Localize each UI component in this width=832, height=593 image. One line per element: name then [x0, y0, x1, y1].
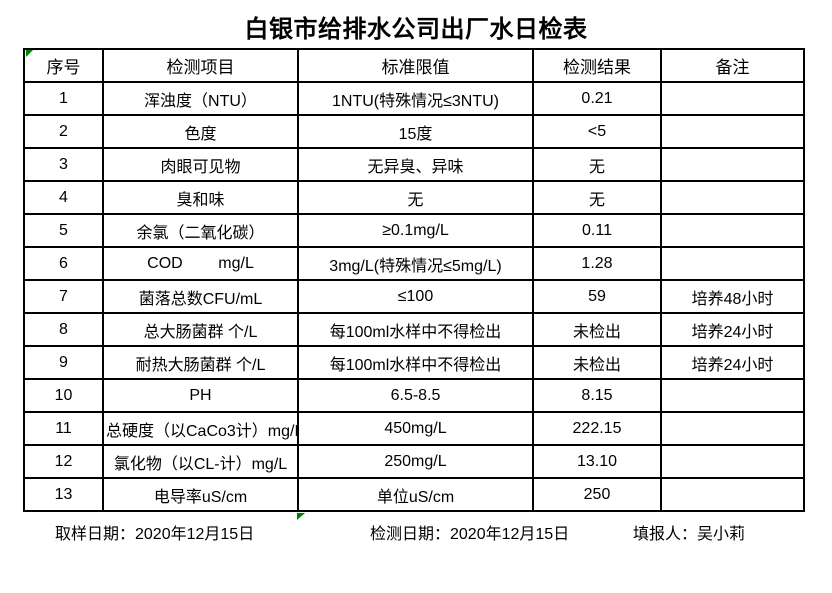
cell-test-result: 222.15: [532, 411, 662, 446]
cell-standard-limit: 无异臭、异味: [297, 147, 534, 182]
title-row: 白银市给排水公司出厂水日检表: [0, 9, 832, 44]
cell-test-result: 8.15: [532, 378, 662, 413]
cell-seq-no: 8: [23, 312, 104, 347]
table-header-row: 序号 检测项目 标准限值 检测结果 备注: [23, 48, 805, 83]
cell-test-result: 未检出: [532, 345, 662, 380]
cell-standard-limit: ≤100: [297, 279, 534, 314]
cell-remarks: [660, 147, 805, 182]
cell-test-result: <5: [532, 114, 662, 149]
sampling-date: 取样日期：2020年12月15日: [55, 526, 255, 543]
cell-remarks: [660, 378, 805, 413]
inspection-table: 序号 检测项目 标准限值 检测结果 备注 1 浑浊度（NTU） 1NTU(特殊情…: [23, 48, 805, 512]
cell-test-item: 肉眼可见物: [102, 147, 299, 182]
cell-remarks: [660, 81, 805, 116]
cell-test-item: COD mg/L: [102, 246, 299, 281]
table-row: 11 总硬度（以CaCo3计）mg/L 450mg/L 222.15: [23, 411, 805, 446]
cell-remarks: [660, 114, 805, 149]
cell-standard-limit: 无: [297, 180, 534, 215]
cell-test-result: 未检出: [532, 312, 662, 347]
cell-remarks: 培养24小时: [660, 312, 805, 347]
cell-remarks: 培养48小时: [660, 279, 805, 314]
table-row: 3 肉眼可见物 无异臭、异味 无: [23, 147, 805, 182]
table-row: 10 PH 6.5-8.5 8.15: [23, 378, 805, 413]
cell-test-item: 总硬度（以CaCo3计）mg/L: [102, 411, 299, 446]
cell-seq-no: 1: [23, 81, 104, 116]
cell-seq-no: 2: [23, 114, 104, 149]
header-remarks: 备注: [660, 48, 805, 83]
table-row: 8 总大肠菌群 个/L 每100ml水样中不得检出 未检出 培养24小时: [23, 312, 805, 347]
cell-standard-limit: 单位uS/cm: [297, 477, 534, 512]
cell-test-item: 浑浊度（NTU）: [102, 81, 299, 116]
cell-test-item: 色度: [102, 114, 299, 149]
table-row: 2 色度 15度 <5: [23, 114, 805, 149]
cell-test-item: 余氯（二氧化碳）: [102, 213, 299, 248]
table-row: 9 耐热大肠菌群 个/L 每100ml水样中不得检出 未检出 培养24小时: [23, 345, 805, 380]
cell-test-result: 无: [532, 180, 662, 215]
cell-test-item: 臭和味: [102, 180, 299, 215]
reporter-name: 填报人：吴小莉: [633, 526, 746, 543]
table-row: 5 余氯（二氧化碳） ≥0.1mg/L 0.11: [23, 213, 805, 248]
cell-seq-no: 11: [23, 411, 104, 446]
table-row: 1 浑浊度（NTU） 1NTU(特殊情况≤3NTU) 0.21: [23, 81, 805, 116]
cell-remarks: [660, 411, 805, 446]
table-row: 13 电导率uS/cm 单位uS/cm 250: [23, 477, 805, 512]
cell-standard-limit: 每100ml水样中不得检出: [297, 345, 534, 380]
cell-test-result: 59: [532, 279, 662, 314]
table-row: 4 臭和味 无 无: [23, 180, 805, 215]
cell-test-item: 氯化物（以CL-计）mg/L: [102, 444, 299, 479]
cell-error-marker-icon: [297, 513, 305, 520]
header-test-result: 检测结果: [532, 48, 662, 83]
cell-seq-no: 12: [23, 444, 104, 479]
cell-standard-limit: 3mg/L(特殊情况≤5mg/L): [297, 246, 534, 281]
testing-date: 检测日期：2020年12月15日: [370, 526, 570, 543]
cell-remarks: [660, 444, 805, 479]
cell-standard-limit: 1NTU(特殊情况≤3NTU): [297, 81, 534, 116]
cell-seq-no: 5: [23, 213, 104, 248]
cell-standard-limit: 6.5-8.5: [297, 378, 534, 413]
cell-test-result: 无: [532, 147, 662, 182]
cell-seq-no: 13: [23, 477, 104, 512]
cell-test-item: 耐热大肠菌群 个/L: [102, 345, 299, 380]
header-seq-no: 序号: [23, 48, 104, 83]
cell-standard-limit: 250mg/L: [297, 444, 534, 479]
cell-test-item: PH: [102, 378, 299, 413]
table-row: 7 菌落总数CFU/mL ≤100 59 培养48小时: [23, 279, 805, 314]
cell-standard-limit: ≥0.1mg/L: [297, 213, 534, 248]
cell-seq-no: 9: [23, 345, 104, 380]
cell-remarks: [660, 213, 805, 248]
cell-remarks: [660, 246, 805, 281]
cell-standard-limit: 15度: [297, 114, 534, 149]
page-title: 白银市给排水公司出厂水日检表: [244, 16, 588, 43]
cell-test-item: 总大肠菌群 个/L: [102, 312, 299, 347]
cell-seq-no: 4: [23, 180, 104, 215]
cell-test-result: 1.28: [532, 246, 662, 281]
cell-seq-no: 7: [23, 279, 104, 314]
cell-test-item: 电导率uS/cm: [102, 477, 299, 512]
cell-seq-no: 10: [23, 378, 104, 413]
table-row: 12 氯化物（以CL-计）mg/L 250mg/L 13.10: [23, 444, 805, 479]
cell-test-result: 0.11: [532, 213, 662, 248]
cell-remarks: [660, 477, 805, 512]
cell-seq-no: 6: [23, 246, 104, 281]
cell-seq-no: 3: [23, 147, 104, 182]
header-test-item: 检测项目: [102, 48, 299, 83]
cell-test-result: 13.10: [532, 444, 662, 479]
header-standard-limit: 标准限值: [297, 48, 534, 83]
cell-remarks: 培养24小时: [660, 345, 805, 380]
cell-test-result: 250: [532, 477, 662, 512]
cell-standard-limit: 每100ml水样中不得检出: [297, 312, 534, 347]
cell-remarks: [660, 180, 805, 215]
cell-test-result: 0.21: [532, 81, 662, 116]
cell-test-item: 菌落总数CFU/mL: [102, 279, 299, 314]
table-row: 6 COD mg/L 3mg/L(特殊情况≤5mg/L) 1.28: [23, 246, 805, 281]
cell-error-marker-icon: [26, 50, 33, 57]
cell-standard-limit: 450mg/L: [297, 411, 534, 446]
